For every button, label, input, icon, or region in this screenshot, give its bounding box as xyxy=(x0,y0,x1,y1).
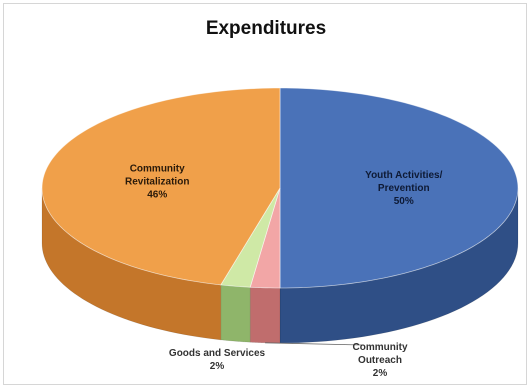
leader-line-1 xyxy=(265,342,363,346)
slice-label-1: Community Outreach 2% xyxy=(353,342,408,379)
pie-slice-3 xyxy=(41,87,281,286)
slice-label-0: Youth Activities/Prevention 50% xyxy=(365,170,442,207)
pie-side-2 xyxy=(220,284,251,343)
pie-slice-0 xyxy=(279,87,519,289)
pie-top xyxy=(41,87,519,289)
slice-label-3: Community Revitalization 46% xyxy=(125,163,189,200)
slice-label-2: Goods and Services 2% xyxy=(169,348,266,372)
pie-side-1 xyxy=(249,286,281,344)
pie-labels: Youth Activities/Prevention 50% Community R… xyxy=(125,163,443,379)
chart-title: Expenditures xyxy=(205,18,327,39)
